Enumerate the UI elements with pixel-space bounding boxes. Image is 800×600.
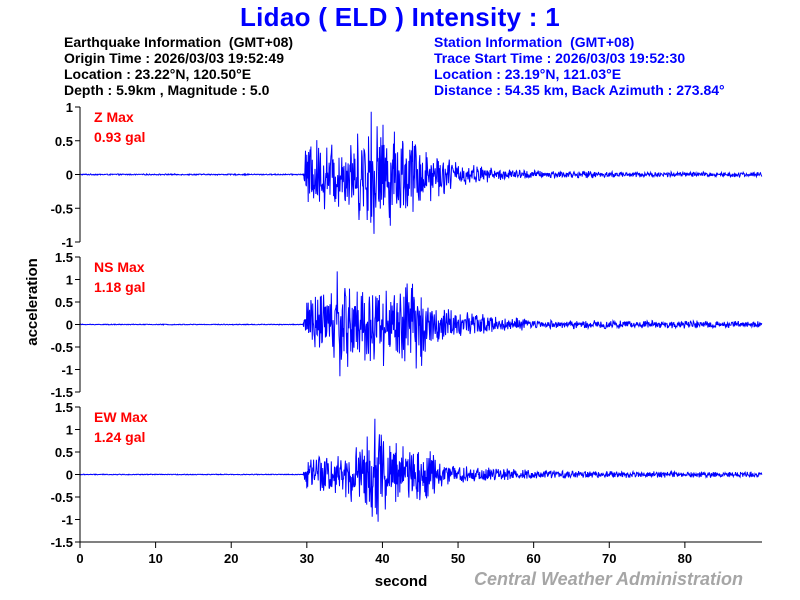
earthquake-info-heading: Earthquake Information (GMT+08)	[64, 34, 294, 50]
x-tick-label: 20	[224, 551, 238, 566]
panel-ns: 1.5 1 0.5 0 -0.5 -1 -1.5 NS Max 1.18 gal	[51, 250, 763, 400]
y-tick-label: 1	[66, 100, 73, 115]
y-tick-label: 0.5	[55, 295, 73, 310]
y-tick-label: 1.5	[55, 250, 73, 265]
x-tick-label: 10	[148, 551, 162, 566]
x-tick-label: 30	[300, 551, 314, 566]
x-axis: 0 10 20 30 40 50 60 70 80	[76, 541, 762, 566]
x-tick-label: 50	[451, 551, 465, 566]
y-tick-label: 0	[66, 468, 73, 483]
origin-time: Origin Time : 2026/03/03 19:52:49	[64, 50, 284, 66]
station-info-heading: Station Information (GMT+08)	[434, 34, 635, 50]
max-label: NS Max	[94, 259, 145, 275]
station-location: Location : 23.19°N, 121.03°E	[434, 66, 622, 82]
waveform-trace	[79, 418, 763, 522]
y-tick-label: 1	[66, 423, 73, 438]
y-axis-label: acceleration	[24, 258, 41, 346]
x-tick-label: 60	[526, 551, 540, 566]
y-tick-label: -1.5	[51, 535, 73, 550]
max-value: 1.24 gal	[94, 429, 145, 445]
y-tick-label: -1.5	[51, 385, 73, 400]
chart-title: Lidao ( ELD ) Intensity : 1	[239, 2, 561, 32]
y-tick-label: -1	[61, 363, 73, 378]
y-tick-label: 0.5	[55, 134, 73, 149]
max-label: EW Max	[94, 409, 148, 425]
station-info: Station Information (GMT+08) Trace Start…	[434, 34, 725, 98]
y-tick-label: 1.5	[55, 400, 73, 415]
panel-ew: 1.5 1 0.5 0 -0.5 -1 -1.5 EW Max 1.24 gal	[51, 400, 763, 550]
y-tick-label: 1	[66, 273, 73, 288]
epicenter-location: Location : 23.22°N, 120.50°E	[64, 66, 252, 82]
panel-z: 1 0.5 0 -0.5 -1 Z Max 0.93 gal	[51, 100, 763, 250]
max-value: 1.18 gal	[94, 279, 145, 295]
waveform-trace	[79, 111, 763, 234]
max-value: 0.93 gal	[94, 129, 145, 145]
x-axis-label: second	[375, 573, 428, 590]
depth-magnitude: Depth : 5.9km , Magnitude : 5.0	[64, 82, 270, 98]
earthquake-info: Earthquake Information (GMT+08) Origin T…	[64, 34, 293, 98]
y-tick-label: 0	[66, 318, 73, 333]
y-tick-label: -0.5	[51, 490, 73, 505]
x-tick-label: 0	[76, 551, 83, 566]
credit-label: Central Weather Administration	[474, 569, 744, 589]
y-tick-label: -1	[61, 235, 73, 250]
y-tick-label: -1	[61, 513, 73, 528]
x-tick-label: 70	[602, 551, 616, 566]
x-tick-label: 40	[375, 551, 389, 566]
max-label: Z Max	[94, 109, 134, 125]
distance-azimuth: Distance : 54.35 km, Back Azimuth : 273.…	[434, 82, 725, 98]
x-tick-label: 80	[678, 551, 692, 566]
y-tick-label: 0.5	[55, 445, 73, 460]
waveform-trace	[79, 271, 763, 377]
y-tick-label: 0	[66, 168, 73, 183]
y-tick-label: -0.5	[51, 201, 73, 216]
y-tick-label: -0.5	[51, 340, 73, 355]
trace-start-time: Trace Start Time : 2026/03/03 19:52:30	[434, 50, 686, 66]
